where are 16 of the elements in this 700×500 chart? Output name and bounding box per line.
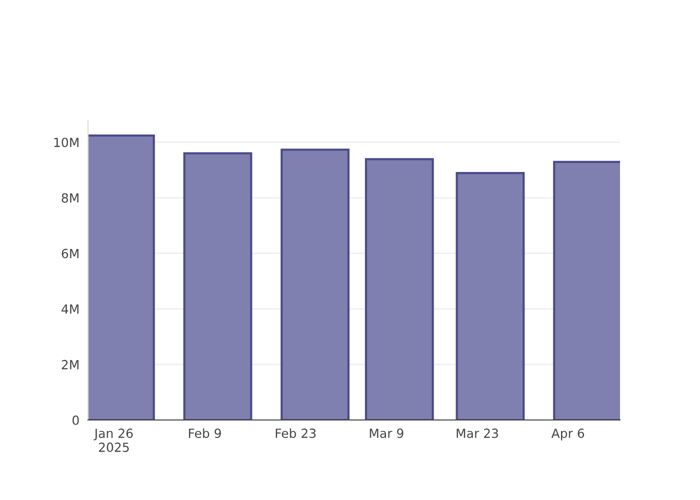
bar — [280, 148, 350, 420]
x-tick-label: Feb 23 — [276, 428, 316, 438]
x-tick-label: Feb 9 — [188, 428, 221, 438]
y-tick-label: 8M — [62, 193, 78, 203]
y-tick-label: 0 — [72, 415, 79, 425]
y-tick-label: 10M — [54, 138, 78, 148]
x-tick-label: Apr 6 — [551, 428, 584, 440]
bar — [456, 172, 525, 420]
y-tick-label: 6M — [62, 248, 78, 258]
bar — [364, 158, 434, 420]
x-tick-label: Jan 26 2025 — [94, 428, 133, 452]
x-tick-label: Mar 9 — [370, 428, 404, 438]
bar — [183, 152, 252, 420]
y-tick-label: 2M — [62, 360, 78, 370]
x-tick-label: Mar 23 — [456, 428, 498, 438]
y-tick-label: 4M — [62, 304, 78, 314]
